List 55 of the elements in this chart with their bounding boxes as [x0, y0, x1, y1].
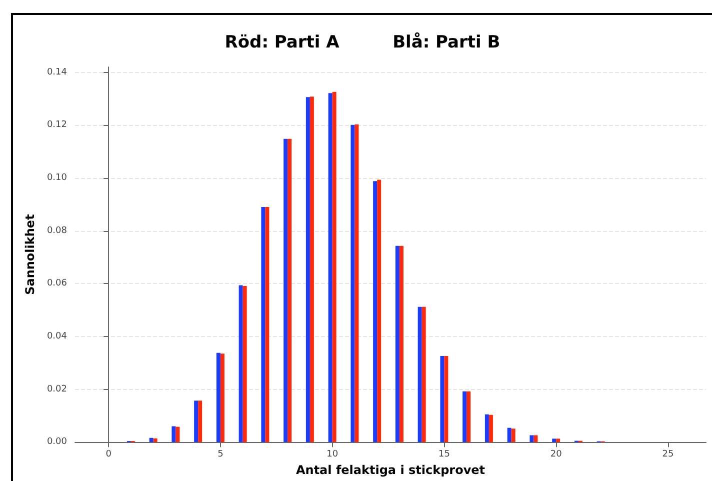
x-tick-label: 0: [106, 450, 112, 460]
bar: [373, 181, 378, 442]
bar: [530, 435, 534, 442]
x-tick-label: 5: [218, 450, 224, 460]
bar: [377, 180, 382, 442]
bar: [556, 438, 560, 442]
bar: [395, 246, 400, 442]
bar: [198, 400, 202, 442]
bar: [399, 246, 404, 442]
y-tick-label: 0.10: [46, 172, 68, 183]
bar: [422, 306, 426, 442]
bar: [552, 438, 556, 442]
bar: [466, 391, 471, 442]
bar: [462, 391, 467, 442]
bar: [354, 124, 359, 442]
y-tick-label: 0.14: [46, 67, 68, 78]
bar: [332, 92, 336, 442]
bar: [216, 352, 220, 442]
x-tick-label: 10: [326, 450, 338, 460]
bar: [328, 93, 332, 442]
bar: [194, 400, 198, 442]
bar: [310, 96, 314, 442]
y-axis-title: Sannolikhet: [23, 214, 38, 295]
bar: [238, 285, 243, 442]
chart-title: Röd: Parti A Blå: Parti B: [224, 32, 500, 52]
y-tick-label: 0.12: [46, 120, 67, 130]
bar: [265, 207, 270, 442]
bar: [484, 414, 489, 442]
bar: [440, 356, 444, 442]
x-tick-label: 15: [438, 450, 450, 460]
bar: [172, 426, 176, 442]
y-tick-label: 0.02: [46, 384, 67, 394]
bar: [306, 97, 310, 442]
bar: [418, 306, 422, 442]
bar: [153, 438, 158, 442]
bar: [444, 356, 448, 442]
bar: [488, 414, 493, 442]
bar: [149, 438, 154, 442]
x-tick-label: 20: [550, 450, 562, 460]
y-tick-label: 0.06: [46, 278, 68, 289]
bar: [220, 354, 224, 442]
bar: [507, 428, 512, 442]
bar: [534, 435, 538, 442]
bar: [284, 138, 288, 442]
x-axis-title: Antal felaktiga i stickprovet: [296, 463, 486, 477]
y-tick-label: 0.00: [46, 437, 68, 448]
y-tick-label: 0.04: [46, 331, 68, 342]
bar: [261, 207, 266, 442]
bar: [288, 138, 292, 442]
y-tick-label: 0.08: [46, 226, 68, 236]
bar: [242, 286, 247, 442]
x-tick-label: 25: [662, 450, 674, 460]
bar: [176, 426, 180, 442]
bar: [511, 428, 516, 442]
bar: [350, 124, 355, 442]
